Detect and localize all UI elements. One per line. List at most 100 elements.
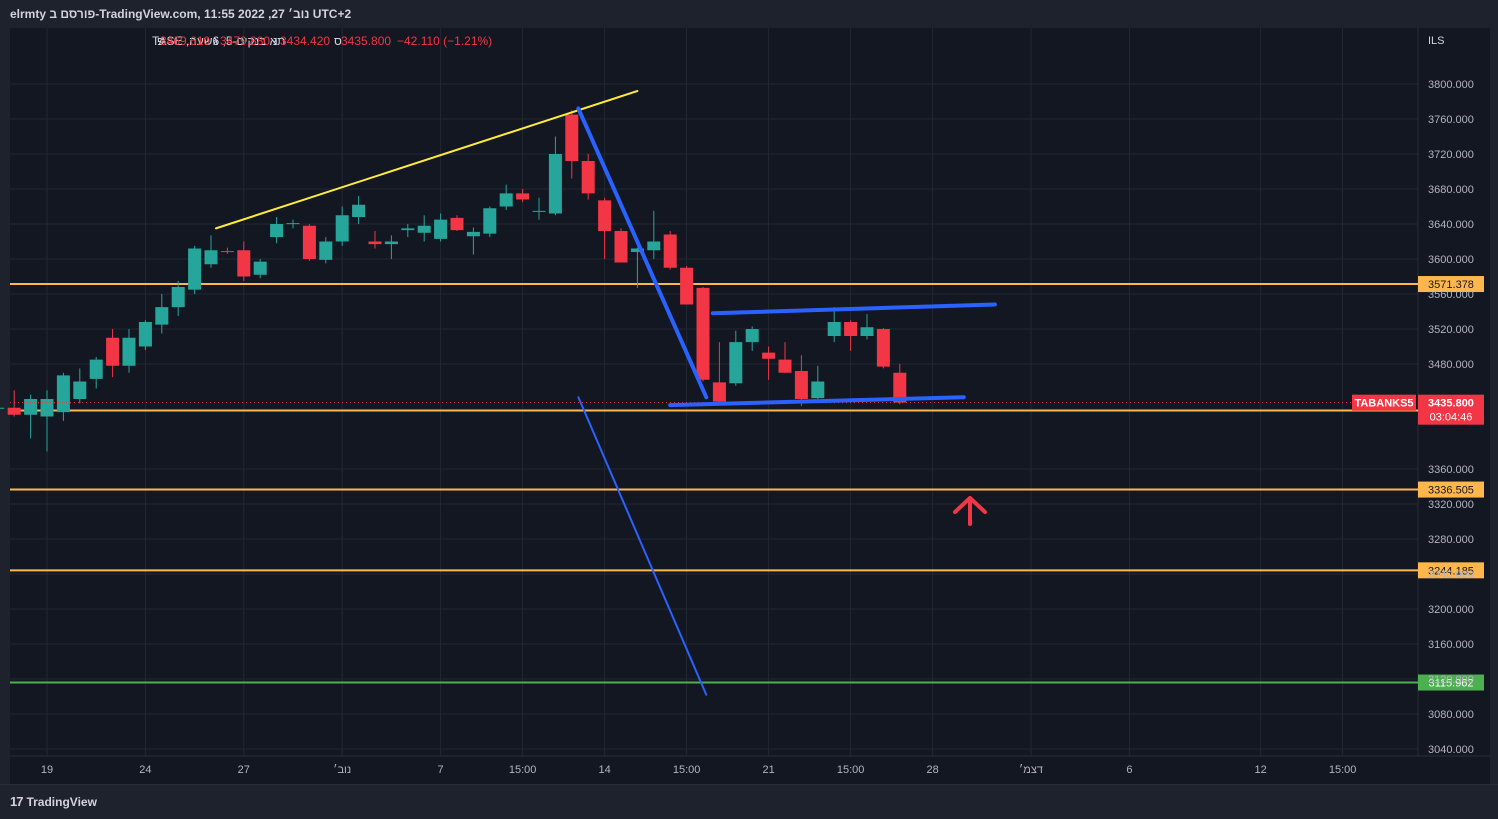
candle-body[interactable] (384, 241, 398, 245)
price-badges: TABANKS5 3435.800 03:04:46 (1352, 394, 1484, 425)
close-value: 3435.800 (341, 34, 391, 48)
price-tick-label: 3560.000 (1428, 289, 1474, 301)
candle-body[interactable] (844, 322, 858, 336)
candle-body[interactable] (548, 154, 562, 214)
candle-body[interactable] (762, 352, 776, 359)
candle-body[interactable] (138, 322, 152, 347)
candle-body[interactable] (270, 224, 284, 238)
open-label: פ (157, 34, 164, 48)
candle-body[interactable] (319, 241, 333, 260)
candle-body[interactable] (745, 329, 759, 343)
candle-body[interactable] (335, 215, 349, 242)
candle-body[interactable] (368, 241, 382, 245)
candle-body[interactable] (155, 307, 169, 325)
price-tick-label: 3200.000 (1428, 604, 1474, 616)
candle-body[interactable] (171, 287, 185, 308)
open-value: 3469.610 (160, 34, 210, 48)
trendline-blue-4[interactable] (577, 396, 708, 696)
candle-body[interactable] (106, 337, 120, 366)
candle-body[interactable] (712, 382, 726, 402)
candlestick-chart[interactable]: 3571.3783426.7863336.5053244.1853115.962… (0, 28, 1498, 784)
price-axis[interactable]: 3800.000 3760.000 3720.000 3680.000 3640.000… (1428, 79, 1474, 756)
trendline-blue-3[interactable] (710, 302, 997, 316)
candle-body[interactable] (598, 200, 612, 231)
candle-body[interactable] (450, 217, 464, 231)
candle-body[interactable] (778, 359, 792, 373)
time-tick-label: 14 (598, 764, 610, 776)
candle-body[interactable] (302, 225, 316, 259)
candle-body[interactable] (794, 371, 808, 399)
level-badge (1418, 276, 1484, 293)
candle-body[interactable] (811, 381, 825, 399)
candles[interactable] (0, 110, 1418, 452)
candle-body[interactable] (893, 372, 907, 403)
trendline-blue-1[interactable] (576, 106, 709, 400)
trendline-yellow[interactable] (214, 90, 639, 230)
price-tick-label: 3240.000 (1428, 569, 1474, 581)
price-tick-label: 3360.000 (1428, 464, 1474, 476)
candle-body[interactable] (499, 193, 513, 207)
tradingview-logo[interactable]: 17 TradingView (10, 794, 97, 809)
price-tick-label: 3520.000 (1428, 324, 1474, 336)
candle-body[interactable] (352, 204, 366, 217)
low-label: נ (273, 34, 278, 48)
candle-body[interactable] (0, 407, 5, 409)
candle-body[interactable] (630, 248, 644, 253)
candle-body[interactable] (680, 267, 694, 305)
tradingview-logo-text: TradingView (26, 794, 97, 809)
candle-body[interactable] (647, 241, 661, 251)
price-tick-label: 3760.000 (1428, 114, 1474, 126)
last-price-badge (1418, 394, 1484, 425)
candle-body[interactable] (729, 342, 743, 384)
tradingview-logo-icon: 17 (10, 794, 24, 809)
symbol-tag: TABANKS5 (1354, 398, 1413, 410)
candle-body[interactable] (24, 399, 38, 415)
time-axis[interactable]: 19 24 27 נוב׳ 7 15:00 14 15:00 21 15:00 28 דצמ׳ 6 12 1… (41, 763, 1356, 776)
candle-body[interactable] (565, 114, 579, 161)
time-tick-label: 24 (139, 764, 151, 776)
trendlines[interactable] (214, 90, 997, 696)
candle-body[interactable] (532, 210, 546, 212)
candle-body[interactable] (827, 322, 841, 336)
symbol-text: תא בנקים-5, 6שעה, TASE (152, 34, 285, 48)
level-label: 3115.962 (1428, 678, 1473, 690)
candle-body[interactable] (188, 248, 202, 290)
candle-body[interactable] (483, 208, 497, 234)
candle-body[interactable] (860, 327, 874, 336)
price-tick-label: 3480.000 (1428, 359, 1474, 371)
change-value: −42.110 (−1.21%) (397, 34, 492, 48)
candle-body[interactable] (204, 250, 218, 265)
trendline-blue-2[interactable] (668, 395, 966, 408)
candle-body[interactable] (434, 219, 448, 239)
candle-body[interactable] (663, 234, 677, 268)
time-tick-label: 15:00 (509, 764, 537, 776)
candle-body[interactable] (56, 375, 70, 413)
candle-body[interactable] (122, 337, 136, 366)
candle-body[interactable] (237, 250, 251, 277)
low-value: 3434.420 (280, 34, 330, 48)
candle-body[interactable] (696, 287, 710, 380)
level-label: 3336.505 (1428, 485, 1474, 497)
candle-body[interactable] (614, 231, 628, 263)
top-bar: elrmty פורסם ב-TradingView.com, נוב׳ 27,… (0, 0, 1498, 28)
candle-body[interactable] (286, 223, 300, 225)
candle-body[interactable] (7, 407, 21, 415)
level-label: 3571.378 (1428, 279, 1474, 291)
candle-body[interactable] (516, 193, 530, 200)
candle-body[interactable] (40, 399, 54, 417)
chart-area[interactable]: 3571.3783426.7863336.5053244.1853115.962… (0, 28, 1498, 784)
candle-body[interactable] (253, 261, 267, 275)
candle-body[interactable] (581, 161, 595, 194)
time-tick-label: 15:00 (1329, 764, 1357, 776)
candle-body[interactable] (89, 359, 103, 379)
price-tick-label: 3320.000 (1428, 499, 1474, 511)
time-tick-label: 19 (41, 764, 53, 776)
candle-body[interactable] (73, 381, 87, 400)
candle-body[interactable] (466, 231, 480, 237)
grid (10, 28, 1418, 756)
candle-body[interactable] (876, 329, 890, 367)
level-label: 3244.185 (1428, 565, 1474, 577)
candle-body[interactable] (220, 251, 234, 253)
candle-body[interactable] (401, 228, 415, 231)
candle-body[interactable] (417, 225, 431, 233)
